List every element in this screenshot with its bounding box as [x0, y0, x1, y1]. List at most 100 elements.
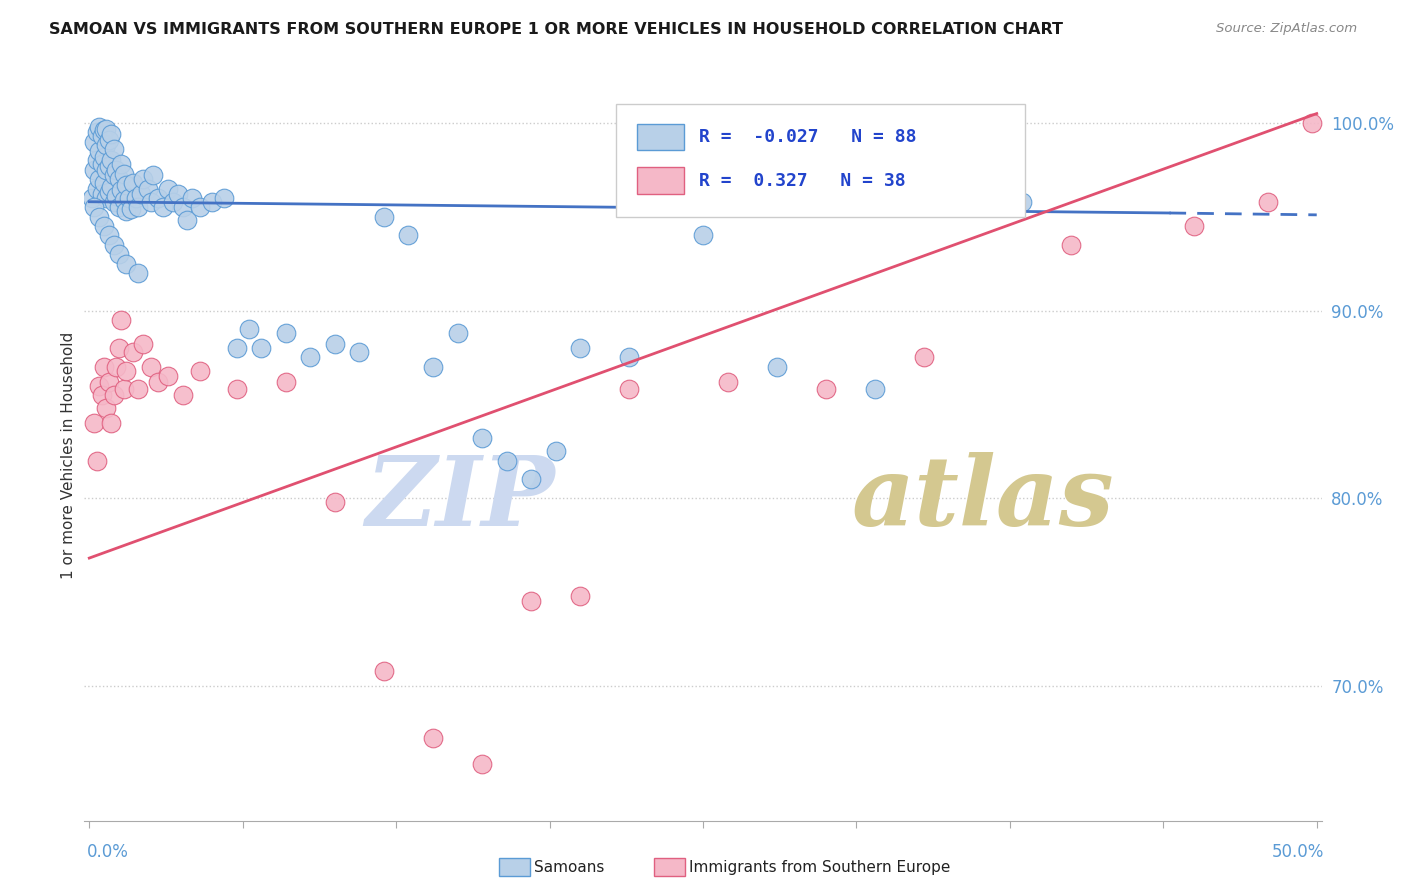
- Point: [87, 378, 110, 392]
- Point: [127, 200, 149, 214]
- Point: [83, 416, 105, 430]
- Point: [323, 337, 346, 351]
- Point: [87, 172, 110, 186]
- Point: [86, 153, 108, 168]
- Point: [1257, 194, 1279, 209]
- Point: [142, 169, 165, 183]
- Point: [692, 228, 714, 243]
- Point: [103, 238, 125, 252]
- Point: [97, 133, 120, 147]
- Point: [162, 194, 184, 209]
- Point: [373, 664, 395, 678]
- Point: [181, 191, 204, 205]
- Point: [90, 187, 112, 202]
- Point: [110, 313, 132, 327]
- Point: [96, 191, 118, 205]
- Point: [105, 359, 128, 374]
- Point: [176, 213, 198, 227]
- Text: 0.0%: 0.0%: [87, 843, 129, 861]
- Text: Source: ZipAtlas.com: Source: ZipAtlas.com: [1216, 22, 1357, 36]
- Text: R =  -0.027   N = 88: R = -0.027 N = 88: [699, 128, 917, 145]
- Text: R =  0.327   N = 38: R = 0.327 N = 38: [699, 171, 905, 190]
- Point: [495, 453, 517, 467]
- Point: [156, 369, 179, 384]
- Point: [299, 351, 322, 365]
- Point: [619, 382, 641, 396]
- Point: [214, 191, 236, 205]
- Point: [86, 125, 108, 139]
- Point: [127, 266, 149, 280]
- Point: [544, 444, 567, 458]
- Point: [96, 138, 118, 153]
- Point: [93, 359, 115, 374]
- Point: [115, 257, 138, 271]
- Point: [225, 382, 247, 396]
- Point: [100, 153, 122, 168]
- Point: [520, 594, 543, 608]
- Point: [105, 162, 128, 177]
- Point: [110, 184, 132, 198]
- Text: SAMOAN VS IMMIGRANTS FROM SOUTHERN EUROPE 1 OR MORE VEHICLES IN HOUSEHOLD CORREL: SAMOAN VS IMMIGRANTS FROM SOUTHERN EUROP…: [49, 22, 1063, 37]
- Point: [122, 344, 145, 359]
- FancyBboxPatch shape: [637, 168, 685, 194]
- Point: [1301, 116, 1323, 130]
- FancyBboxPatch shape: [637, 124, 685, 150]
- Point: [107, 172, 129, 186]
- Point: [112, 382, 135, 396]
- Point: [569, 341, 592, 355]
- Point: [396, 228, 419, 243]
- Point: [446, 326, 468, 340]
- Point: [471, 431, 494, 445]
- Point: [103, 142, 125, 156]
- Point: [115, 178, 138, 192]
- Point: [225, 341, 247, 355]
- Point: [90, 388, 112, 402]
- Point: [422, 731, 444, 745]
- Point: [765, 359, 787, 374]
- Point: [152, 200, 174, 214]
- Point: [100, 179, 122, 194]
- Point: [188, 363, 211, 377]
- Point: [100, 416, 122, 430]
- Point: [127, 382, 149, 396]
- Point: [115, 363, 138, 377]
- Text: atlas: atlas: [852, 452, 1114, 546]
- Point: [93, 219, 115, 233]
- Point: [238, 322, 260, 336]
- Point: [139, 359, 162, 374]
- Point: [107, 200, 129, 214]
- Point: [103, 388, 125, 402]
- Point: [188, 200, 211, 214]
- Text: ZIP: ZIP: [366, 452, 554, 546]
- Point: [90, 129, 112, 144]
- Point: [132, 337, 155, 351]
- Point: [146, 191, 169, 205]
- Text: Samoans: Samoans: [534, 860, 605, 874]
- Point: [115, 204, 138, 219]
- Point: [136, 181, 159, 195]
- Point: [323, 495, 346, 509]
- Point: [172, 200, 194, 214]
- Point: [716, 375, 738, 389]
- Y-axis label: 1 or more Vehicles in Household: 1 or more Vehicles in Household: [60, 331, 76, 579]
- Point: [120, 202, 142, 217]
- Point: [107, 341, 129, 355]
- Point: [87, 210, 110, 224]
- Point: [83, 162, 105, 177]
- Point: [912, 351, 935, 365]
- Point: [112, 193, 135, 207]
- Point: [1060, 238, 1083, 252]
- Point: [93, 150, 115, 164]
- Point: [201, 194, 224, 209]
- Point: [90, 157, 112, 171]
- Point: [86, 181, 108, 195]
- Point: [86, 453, 108, 467]
- Point: [373, 210, 395, 224]
- Point: [166, 187, 188, 202]
- Point: [83, 200, 105, 214]
- Point: [814, 382, 837, 396]
- Point: [422, 359, 444, 374]
- Point: [87, 144, 110, 158]
- Point: [96, 121, 118, 136]
- Point: [1182, 219, 1205, 233]
